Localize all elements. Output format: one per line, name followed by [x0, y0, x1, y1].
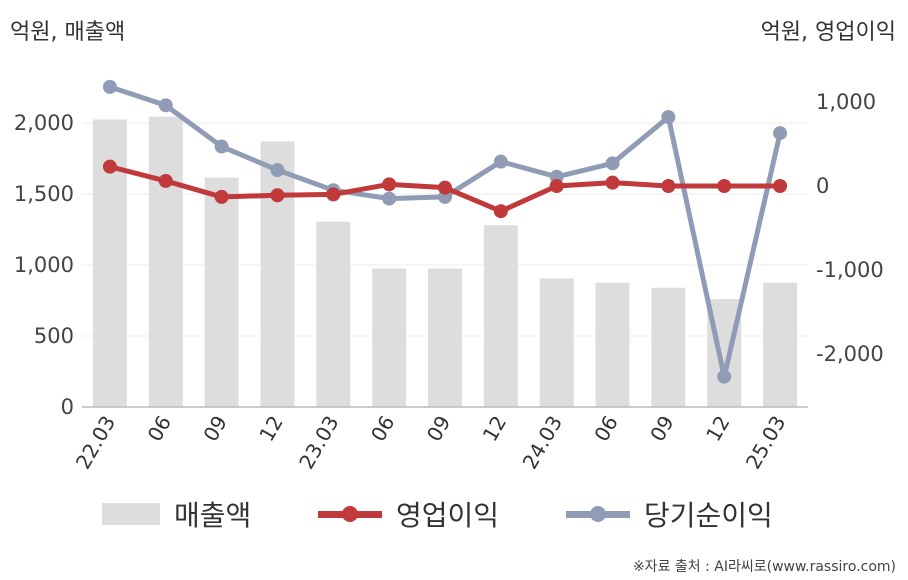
left-axis-unit: 억원, 매출액	[10, 20, 126, 45]
operating-profit-point	[214, 189, 229, 204]
legend-item-sales: 매출액	[102, 492, 251, 536]
x-tick-label: 25.03	[741, 412, 790, 474]
legend-swatch-net-income	[566, 503, 630, 525]
operating-profit-point	[382, 177, 397, 192]
bar-sales	[260, 141, 295, 407]
source-credit: ※자료 출처 : AI라씨로(www.rassiro.com)	[632, 559, 896, 575]
legend-item-operating-profit: 영업이익	[318, 492, 499, 536]
bar-sales	[316, 221, 351, 407]
net-income-point	[493, 154, 508, 169]
operating-profit-point	[326, 187, 341, 202]
bar-sales	[372, 268, 407, 407]
legend-label-net-income: 당기순이익	[644, 499, 773, 532]
legend-swatch-operating-profit	[318, 503, 382, 525]
legend-label-operating-profit: 영업이익	[396, 499, 500, 532]
legend-swatch-sales	[102, 503, 160, 525]
x-tick-label: 09	[645, 412, 679, 446]
x-tick-label: 24.03	[518, 412, 567, 474]
combo-chart: 0 500 1,000 1,500 2,000 -2,000 -1,000 0 1,000 22.…	[14, 79, 884, 474]
operating-profit-point	[158, 173, 173, 188]
legend-label-sales: 매출액	[174, 499, 252, 532]
operating-profit-point	[717, 179, 732, 193]
left-tick-label: 0	[61, 395, 74, 419]
net-income-point	[158, 98, 173, 113]
operating-profit-point	[438, 180, 452, 195]
bar-sales	[483, 225, 518, 407]
operating-profit-point	[661, 179, 676, 193]
x-tick-label: 12	[254, 412, 288, 446]
x-tick-label: 06	[366, 412, 400, 446]
net-income-point	[102, 79, 117, 94]
bar-sales	[651, 287, 686, 407]
bar-sales	[204, 177, 239, 407]
bar-sales	[595, 282, 630, 407]
right-tick-label: -1,000	[816, 258, 884, 282]
right-tick-label: -2,000	[816, 342, 884, 366]
bar-sales	[148, 116, 183, 408]
operating-profit-point	[493, 204, 508, 219]
net-income-point	[773, 126, 788, 141]
net-income-point	[270, 163, 285, 178]
x-tick-label: 12	[478, 412, 512, 446]
x-tick-label: 23.03	[294, 412, 343, 474]
left-tick-label: 1,500	[14, 182, 74, 206]
operating-profit-point	[549, 179, 564, 193]
net-income-point	[605, 156, 620, 171]
bar-sales	[428, 268, 462, 407]
legend: 매출액 영업이익 당기순이익	[0, 492, 908, 536]
right-tick-label: 1,000	[816, 90, 876, 114]
net-income-point	[661, 110, 676, 125]
left-tick-label: 2,000	[14, 111, 74, 135]
operating-profit-point	[270, 188, 285, 203]
bar-sales	[763, 282, 798, 407]
x-tick-label: 22.03	[71, 412, 120, 474]
x-tick-label: 06	[143, 412, 177, 446]
net-income-point	[717, 369, 732, 384]
operating-profit-point	[605, 175, 620, 190]
right-tick-label: 0	[816, 174, 829, 198]
bar-sales	[539, 278, 574, 407]
legend-item-net-income: 당기순이익	[566, 492, 773, 536]
net-income-point	[382, 191, 397, 206]
net-income-point	[214, 139, 229, 154]
operating-profit-point	[102, 159, 117, 174]
x-tick-label: 06	[589, 412, 623, 446]
x-tick-label: 09	[422, 412, 456, 446]
left-tick-label: 500	[34, 324, 74, 348]
operating-profit-point	[773, 179, 788, 193]
x-tick-label: 09	[198, 412, 232, 446]
left-tick-label: 1,000	[14, 253, 74, 277]
right-axis-unit: 억원, 영업이익	[760, 20, 896, 45]
x-tick-label: 12	[701, 412, 735, 446]
